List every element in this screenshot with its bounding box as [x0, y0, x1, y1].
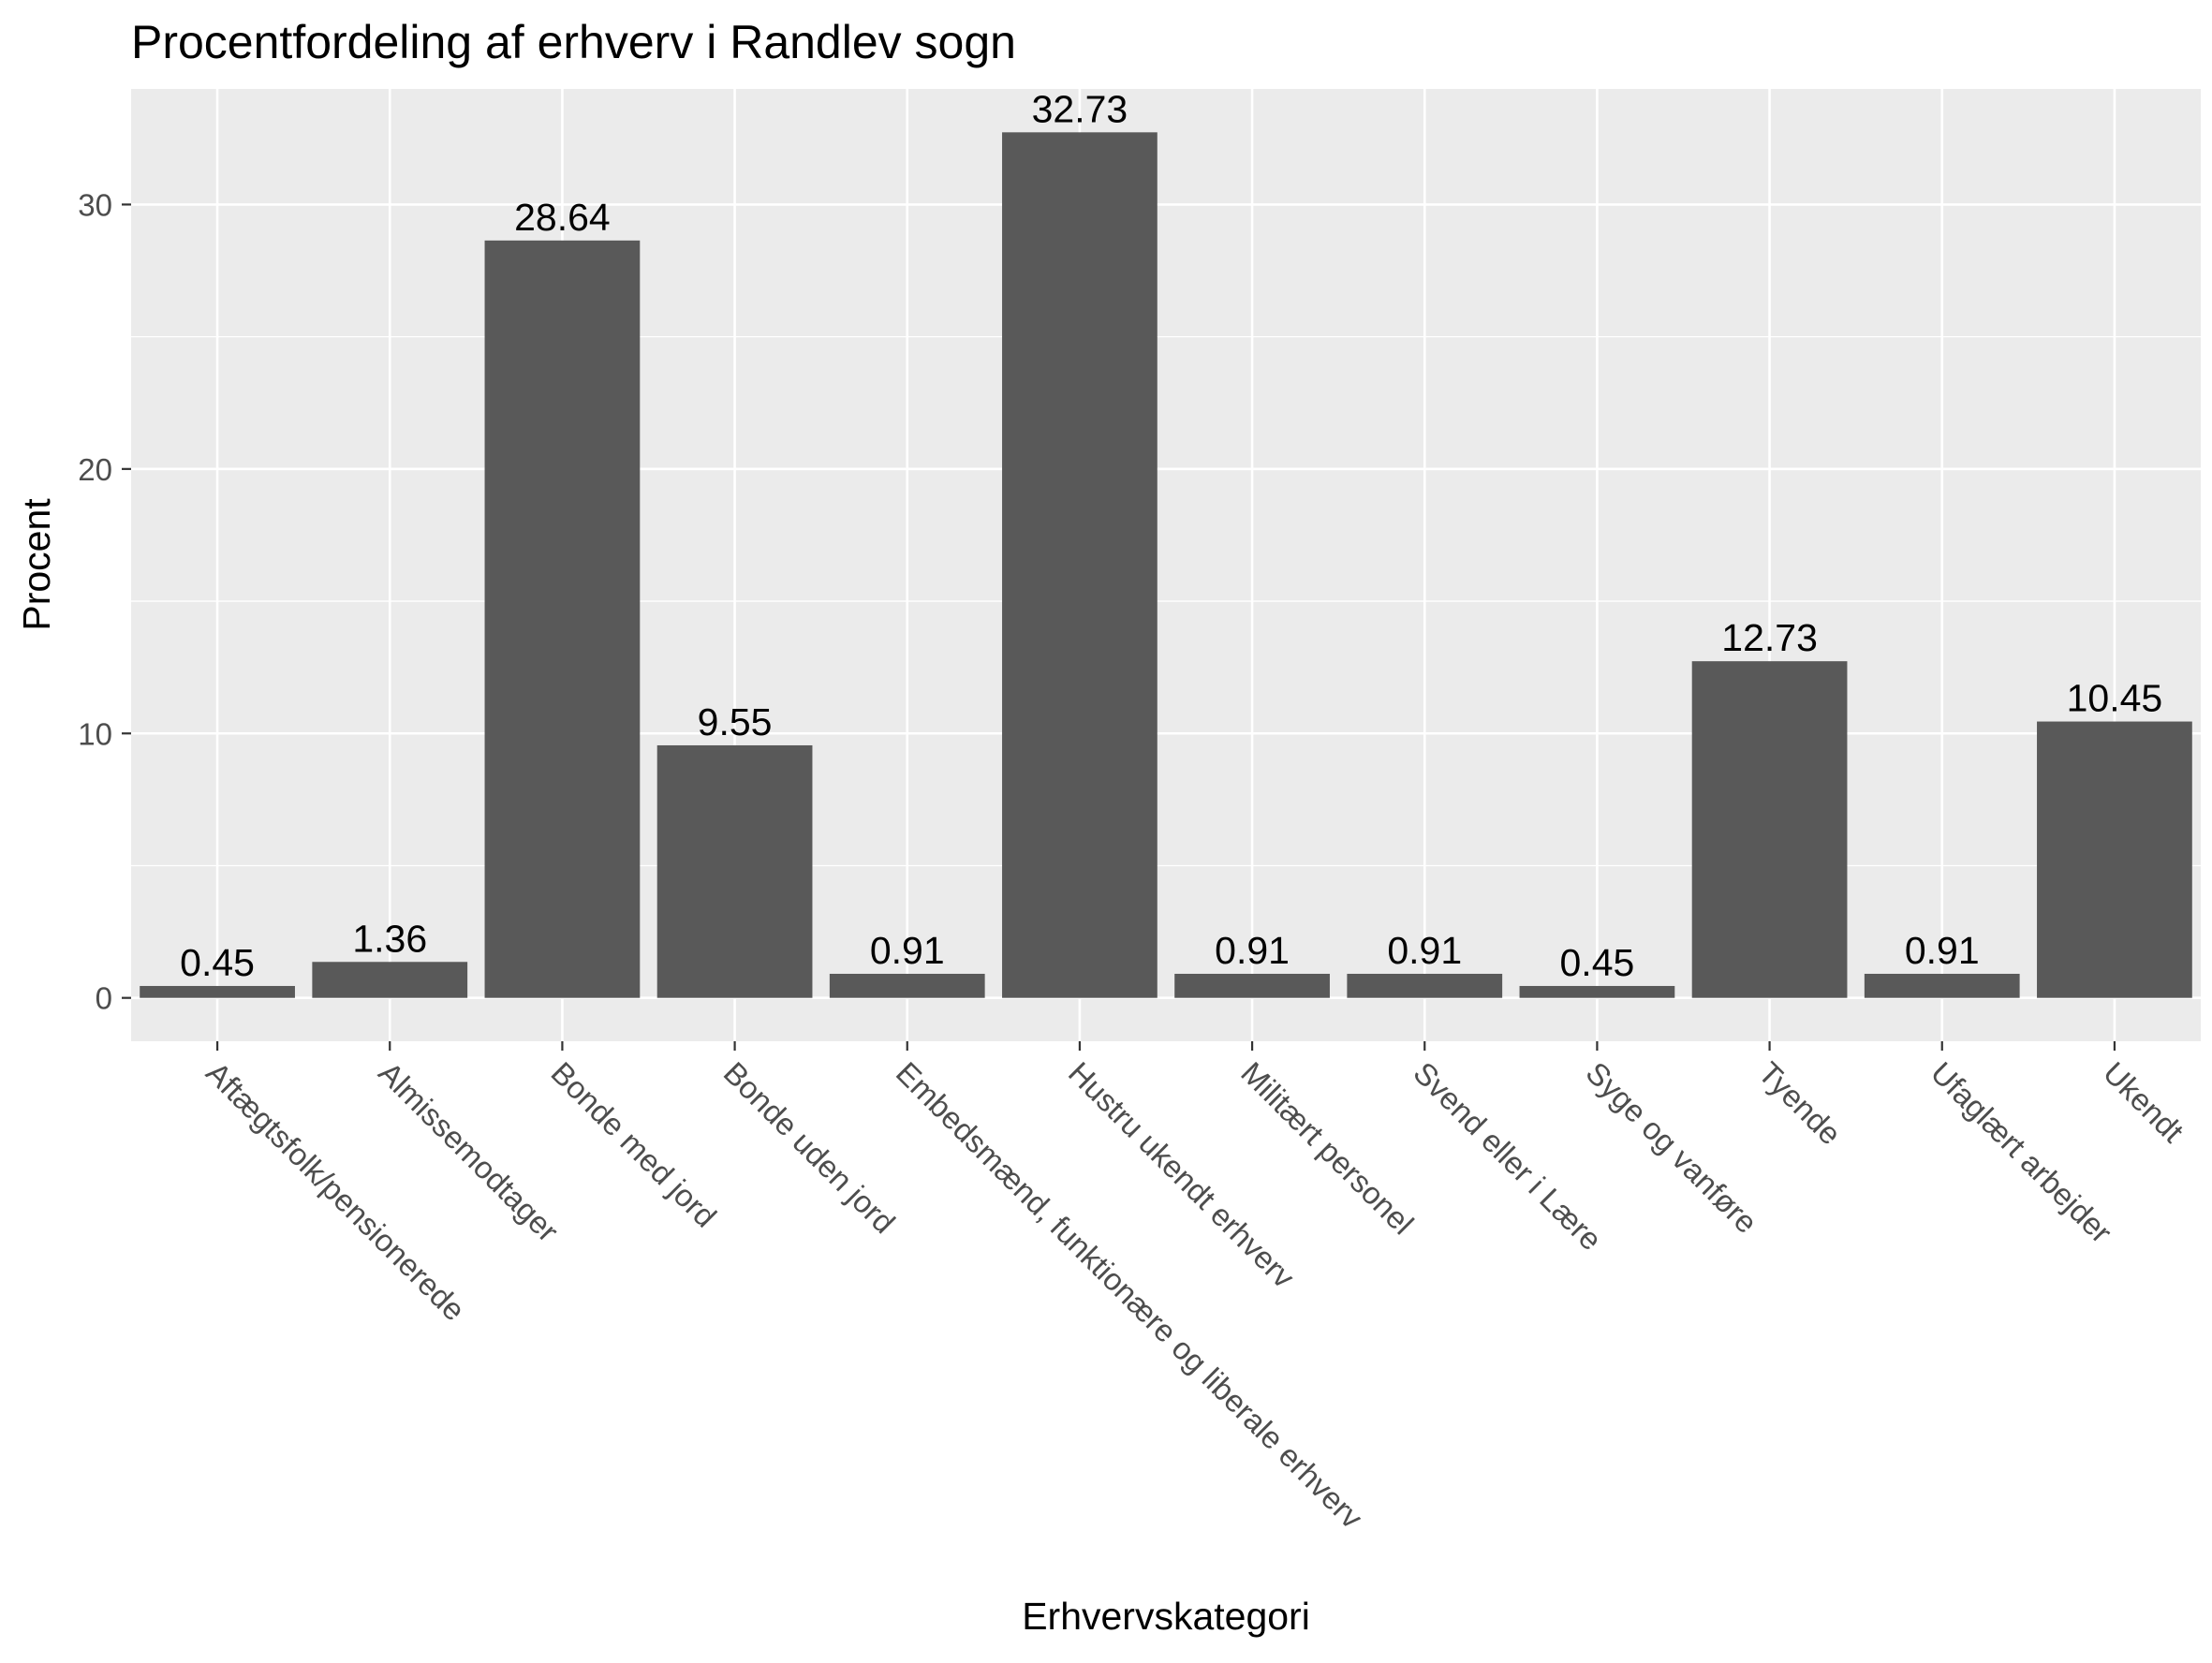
bar: [1864, 973, 2020, 998]
y-tick-label: 0: [96, 981, 112, 1016]
data-label: 0.91: [1905, 929, 1980, 972]
bar: [1691, 661, 1848, 998]
data-label: 0.91: [1387, 929, 1462, 972]
y-tick-label: 20: [78, 452, 112, 487]
y-tick-label: 30: [78, 187, 112, 222]
bar: [2037, 721, 2192, 998]
data-label: 10.45: [2067, 677, 2163, 720]
data-label: 0.91: [870, 929, 945, 972]
plot-panel: [131, 89, 2201, 1041]
data-label: 28.64: [514, 196, 611, 239]
bar: [656, 744, 813, 998]
chart-title: Procentfordeling af erhverv i Randlev so…: [131, 16, 1016, 68]
data-labels-group: 0.45 1.36 28.64 9.55 0.91 32.73 0.91 0.91 0.45 12…: [180, 87, 2162, 984]
bar: [1002, 132, 1158, 998]
data-label: 0.45: [180, 941, 255, 984]
data-label: 0.45: [1560, 941, 1635, 984]
bar: [1174, 973, 1330, 998]
x-tick-label: Syge og vanføre: [1579, 1055, 1763, 1240]
x-tick-label: Almissemodtager: [372, 1055, 565, 1248]
bar: [1519, 985, 1675, 998]
y-axis-title: Procent: [15, 498, 58, 631]
bar: [312, 962, 468, 998]
x-axis-title: Erhvervskategori: [1022, 1595, 1310, 1638]
bars-group: [140, 132, 2192, 998]
data-label: 12.73: [1721, 616, 1818, 659]
x-tick-label: Ukendt: [2097, 1055, 2190, 1149]
x-tick-label: Militært personel: [1234, 1055, 1421, 1242]
x-tick-label: Bonde med jord: [544, 1055, 723, 1234]
data-label: 9.55: [698, 700, 773, 743]
x-axis: Aftægtsfolk/pensioneredeAlmissemodtagerB…: [199, 1041, 2190, 1536]
data-label: 1.36: [352, 917, 427, 960]
bar: [140, 985, 295, 998]
x-tick-label: Ufaglært arbejder: [1924, 1055, 2119, 1250]
y-tick-label: 10: [78, 716, 112, 751]
y-axis: 0 10 20 30: [78, 187, 131, 1016]
x-tick-label: Bonde uden jord: [717, 1055, 902, 1240]
x-tick-label: Tyende: [1752, 1055, 1849, 1152]
grid-minor-lines: [131, 335, 2201, 867]
x-tick-label: Svend eller i Lære: [1407, 1055, 1609, 1258]
data-label: 32.73: [1032, 87, 1128, 130]
bar: [484, 240, 641, 998]
bar: [1347, 973, 1503, 998]
data-label: 0.91: [1215, 929, 1290, 972]
bar: [829, 973, 985, 998]
